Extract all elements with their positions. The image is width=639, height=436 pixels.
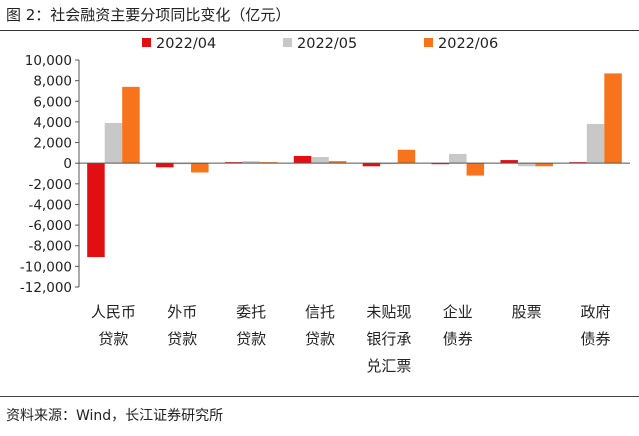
bar [104,122,123,164]
x-category-label: 外币 [167,303,197,321]
bar [535,163,553,167]
bar [191,163,209,173]
legend-label: 2022/04 [156,36,216,52]
x-category-label: 人民币 [91,303,136,321]
y-tick-label: 0 [63,156,72,172]
x-category-label: 债券 [443,330,473,348]
y-tick-label: -4,000 [28,197,72,213]
bar [224,162,243,164]
legend-swatch [424,38,433,47]
x-category-label: 股票 [512,303,542,321]
bar [293,155,312,164]
bar [466,163,485,176]
bar [517,163,536,167]
bar [586,123,605,164]
legend-label: 2022/06 [438,36,498,52]
source-note: 资料来源：Wind，长江证券研究所 [6,408,224,424]
y-tick-label: -10,000 [20,259,72,275]
y-axis: -12,000 -10,000 -8,000 -6,000 -4,000 -2,000 0 2… [20,53,80,296]
y-tick-label: 10,000 [25,53,72,69]
y-tick-label: 8,000 [33,74,72,90]
bar-chart: 2022/04 2022/05 2022/06 -12,000 -10,000 -8,0… [20,36,630,375]
bar [431,163,450,165]
x-category-label: 银行承 [366,330,411,348]
bar [380,163,398,165]
y-tick-label: -12,000 [20,280,72,296]
x-category-label: 贷款 [167,330,197,348]
x-category-label: 信托 [305,303,335,321]
x-category-label: 贷款 [236,330,266,348]
x-category-label: 贷款 [98,330,128,348]
bar [156,163,174,168]
bar [87,163,105,258]
x-category-label: 债券 [581,330,611,348]
legend-swatch [142,38,151,47]
bar [362,163,381,167]
x-category-label: 企业 [443,303,473,321]
x-category-label: 贷款 [305,330,335,348]
bar [500,160,518,164]
y-tick-label: -2,000 [28,177,72,193]
legend-label: 2022/05 [297,36,357,52]
legend-swatch [283,38,292,47]
title-divider [0,30,639,31]
bar [449,153,467,164]
bar [122,86,140,164]
bar [604,73,622,164]
y-tick-label: -8,000 [28,239,72,255]
x-category-label: 未贴现 [366,303,411,321]
figure-title: 图 2：社会融资主要分项同比变化（亿元） [6,6,291,24]
x-category-label: 政府 [581,303,611,321]
bar [328,161,347,164]
x-category-label: 委托 [236,303,266,321]
chart-legend: 2022/04 2022/05 2022/06 [142,36,498,52]
y-tick-label: -6,000 [28,218,72,234]
x-category-label: 兑汇票 [366,357,411,375]
bar [569,162,587,164]
y-tick-label: 2,000 [33,136,72,152]
bar [311,156,329,164]
y-tick-label: 6,000 [33,94,72,110]
bar [397,149,416,164]
bar [173,163,192,165]
bar-group [87,73,622,258]
bar [242,161,260,164]
source-divider [0,396,639,397]
bar [259,162,278,164]
y-tick-label: 4,000 [33,115,72,131]
